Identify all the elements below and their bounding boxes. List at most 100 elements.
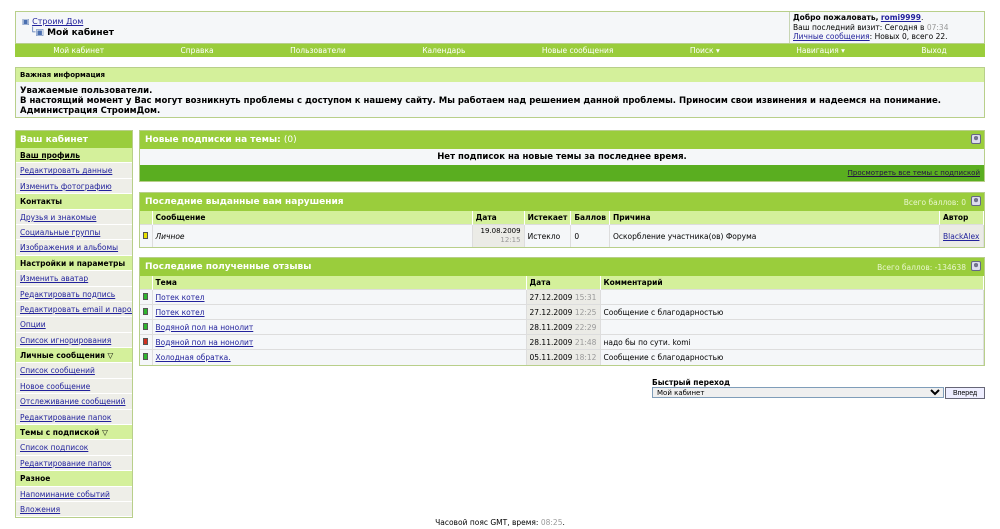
author-link[interactable]: BlackAlex (943, 231, 980, 241)
col-header: Баллов (570, 211, 610, 225)
sidebar-item[interactable]: Новое сообщение (16, 379, 132, 395)
sidebar-item[interactable]: Изменить аватар (16, 271, 132, 287)
sidebar-link[interactable]: Редактировать подпись (20, 289, 116, 299)
date: 05.11.2009 (529, 352, 573, 362)
subscription-count: (0) (283, 135, 297, 145)
site-link[interactable]: Строим Дом (32, 17, 84, 26)
current-time: 08:25 (540, 518, 563, 527)
sidebar-item[interactable]: Напоминание событий (16, 487, 132, 502)
nav-help[interactable]: Справка (180, 46, 214, 55)
sidebar-link[interactable]: Опции (20, 320, 46, 330)
page-title: └▣ Мой кабинет (30, 28, 114, 38)
sidebar-link[interactable]: Друзья и знакомые (20, 212, 97, 222)
topic-link[interactable]: Потек котел (155, 292, 205, 302)
welcome-text: Добро пожаловать, (793, 13, 879, 22)
topic-link[interactable]: Водяной пол на нонолит (155, 322, 254, 332)
sidebar-link[interactable]: Новое сообщение (20, 381, 91, 391)
sidebar-item[interactable]: Вложения (16, 502, 132, 518)
nav-logout[interactable]: Выход (921, 46, 947, 55)
sidebar-item[interactable]: Редактировать данные (16, 163, 132, 179)
username-link[interactable]: romi9999 (880, 13, 921, 22)
current-page: Мой кабинет (47, 28, 114, 38)
col-header: Сообщение (152, 211, 473, 225)
nav-users[interactable]: Пользователи (290, 46, 346, 55)
quick-nav: Быстрый переход Мой кабинет Вперед (652, 378, 985, 399)
sidebar-item[interactable]: Редактирование папок (16, 410, 132, 426)
reason: Оскорбление участника(ов) Форума (609, 224, 940, 247)
sidebar-item[interactable]: Друзья и знакомые (16, 210, 132, 225)
sidebar-item[interactable]: Изображения и альбомы (16, 240, 132, 256)
sidebar-item[interactable]: Отслеживание сообщений (16, 394, 132, 410)
empty-message: Нет подписок на новые темы за последнее … (437, 152, 687, 162)
topic-link[interactable]: Водяной пол на нонолит (155, 337, 254, 347)
time: 21:48 (574, 337, 597, 347)
footer: Часовой пояс GMT, время: 08:25. (435, 518, 565, 527)
collapse-icon[interactable]: ⊗ (971, 196, 981, 206)
collapse-icon[interactable]: ⊗ (971, 134, 981, 144)
sidebar-link[interactable]: Изменить аватар (20, 274, 89, 284)
reputation-icon (143, 322, 148, 330)
sidebar-item[interactable]: Социальные группы (16, 225, 132, 241)
time: 18:12 (574, 352, 597, 362)
points: 0 (570, 224, 610, 247)
user-box: Добро пожаловать, romi9999. Ваш последни… (789, 12, 984, 43)
sidebar-item[interactable]: Редактировать подпись (16, 287, 132, 302)
panel-title: Последние полученные отзывы (145, 262, 312, 272)
last-visit: Ваш последний визит: Сегодня в (793, 22, 925, 32)
date: 19.08.2009 (480, 227, 521, 235)
comment (600, 319, 984, 335)
breadcrumb: ▣ Строим Дом (22, 17, 83, 26)
infractions-panel: Последние выданные вам нарушения Всего ба… (139, 192, 985, 248)
sidebar-item[interactable]: Список игнорирования (16, 333, 132, 349)
col-header: Дата (472, 211, 525, 225)
pm-link[interactable]: Личные сообщения (793, 32, 870, 42)
topic-link[interactable]: Холодная обратка. (155, 352, 231, 362)
reputation-panel: Последние полученные отзывы Всего баллов:… (139, 257, 985, 366)
comment (600, 289, 984, 305)
sidebar-link[interactable]: Вложения (20, 504, 61, 514)
sidebar-link[interactable]: Отслеживание сообщений (20, 397, 126, 407)
sidebar-link[interactable]: Редактировать email и пароль (20, 304, 132, 314)
col-header: Автор (939, 211, 984, 225)
sidebar-section: Разное (16, 471, 132, 487)
nav-new-posts[interactable]: Новые сообщения (541, 46, 614, 55)
sidebar-item[interactable]: Редактировать email и пароль (16, 302, 132, 318)
notice-line: Уважаемые пользователи. (20, 86, 153, 96)
forum-icon: ▣ (22, 17, 30, 26)
view-all-subscriptions-link[interactable]: Просмотреть все темы с подпиской (847, 169, 980, 177)
nav-calendar[interactable]: Календарь (422, 46, 466, 55)
expires: Истекло (524, 224, 572, 247)
panel-title: Последние выданные вам нарушения (145, 197, 344, 207)
sidebar-link[interactable]: Изменить фотографию (20, 181, 112, 191)
sidebar-link[interactable]: Изображения и альбомы (20, 243, 119, 253)
sidebar-link[interactable]: Социальные группы (20, 227, 101, 237)
date: 28.11.2009 (529, 337, 573, 347)
sidebar-link[interactable]: Редактирование папок (20, 458, 112, 468)
nav-navigation[interactable]: Навигация ▾ (796, 46, 845, 55)
sidebar-link[interactable]: Список подписок (20, 443, 89, 453)
collapse-icon[interactable]: ⊗ (971, 261, 981, 271)
sidebar-link[interactable]: Ваш профиль (20, 151, 80, 160)
reputation-icon (143, 307, 148, 315)
col-header: Дата (526, 276, 601, 290)
sidebar-link[interactable]: Редактировать данные (20, 166, 113, 176)
sidebar-item[interactable]: Опции (16, 317, 132, 333)
sidebar-link[interactable]: Редактирование папок (20, 412, 112, 422)
sidebar-item[interactable]: Редактирование папок (16, 456, 132, 472)
topic-link[interactable]: Потек котел (155, 307, 205, 317)
sidebar-item[interactable]: Ваш профиль (16, 148, 132, 164)
sidebar-item[interactable]: Список подписок (16, 440, 132, 456)
sidebar-link[interactable]: Список игнорирования (20, 335, 112, 345)
nav-my-cabinet[interactable]: Мой кабинет (53, 46, 105, 55)
notice-title: Важная информация (16, 68, 984, 82)
last-visit-time: 07:34 (926, 22, 949, 32)
sidebar-item[interactable]: Изменить фотографию (16, 179, 132, 195)
sidebar-link[interactable]: Список сообщений (20, 366, 95, 376)
go-button[interactable]: Вперед (945, 387, 985, 399)
sidebar-section: Контакты (16, 194, 132, 210)
quick-nav-select[interactable]: Мой кабинет (652, 387, 944, 398)
nav-search[interactable]: Поиск ▾ (689, 46, 720, 55)
col-header: Тема (152, 276, 527, 290)
sidebar-link[interactable]: Напоминание событий (20, 489, 110, 499)
sidebar-item[interactable]: Список сообщений (16, 363, 132, 379)
